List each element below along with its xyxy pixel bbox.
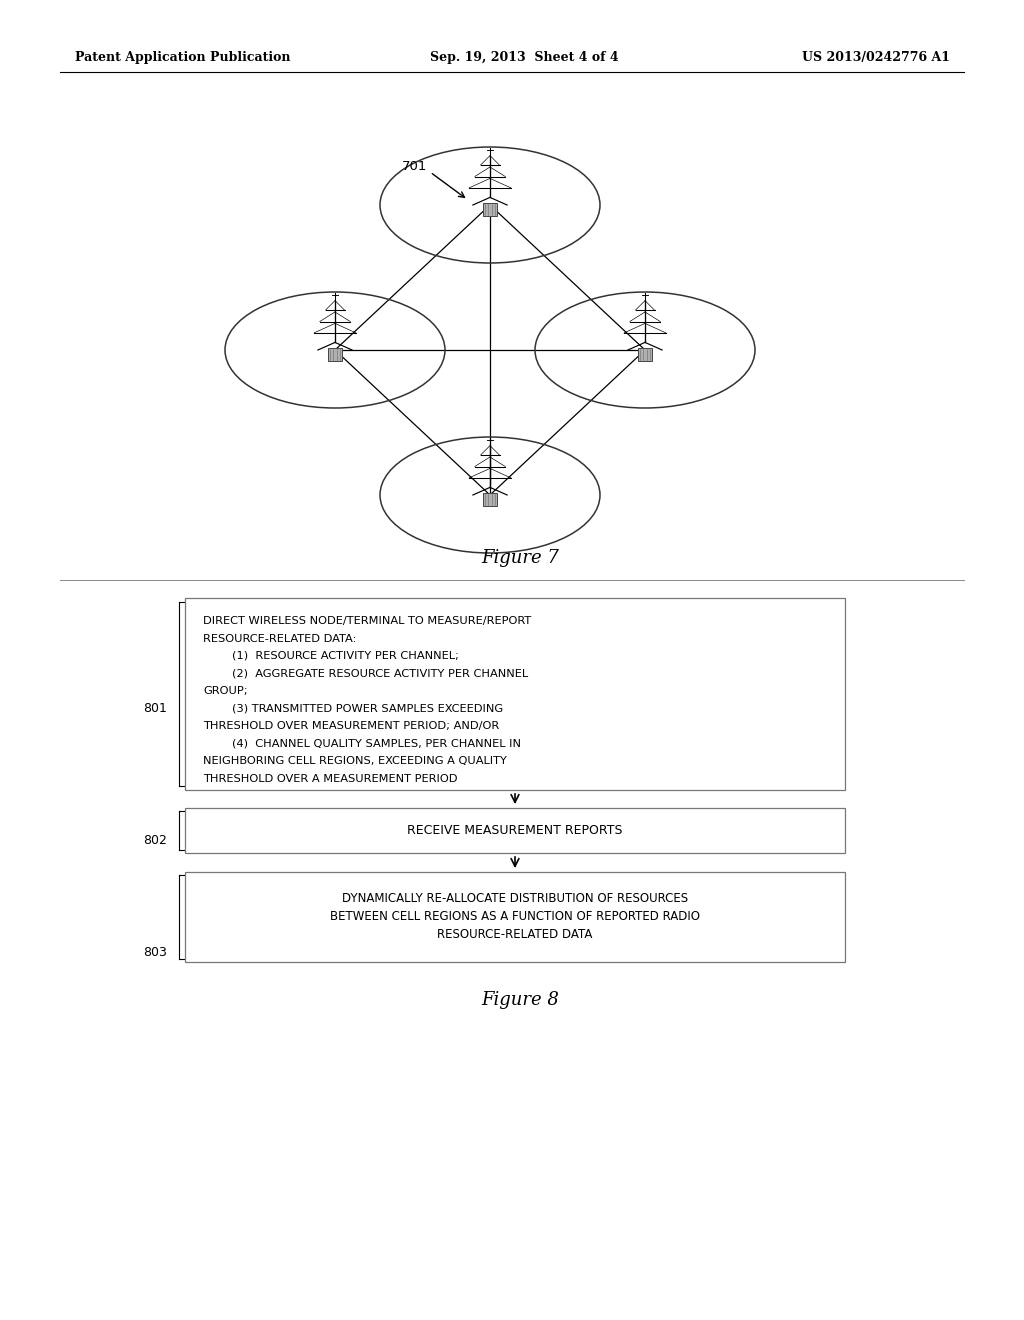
Text: (1)  RESOURCE ACTIVITY PER CHANNEL;: (1) RESOURCE ACTIVITY PER CHANNEL; — [203, 651, 459, 661]
Text: Figure 7: Figure 7 — [481, 549, 559, 568]
Text: RESOURCE-RELATED DATA:: RESOURCE-RELATED DATA: — [203, 634, 356, 644]
Text: BETWEEN CELL REGIONS AS A FUNCTION OF REPORTED RADIO: BETWEEN CELL REGIONS AS A FUNCTION OF RE… — [330, 911, 700, 924]
Text: 701: 701 — [402, 161, 427, 173]
Bar — [329, 348, 342, 362]
Text: 803: 803 — [143, 945, 167, 958]
Text: (3) TRANSMITTED POWER SAMPLES EXCEEDING: (3) TRANSMITTED POWER SAMPLES EXCEEDING — [203, 704, 503, 714]
Bar — [638, 348, 651, 362]
Text: (4)  CHANNEL QUALITY SAMPLES, PER CHANNEL IN: (4) CHANNEL QUALITY SAMPLES, PER CHANNEL… — [203, 738, 521, 748]
Text: (2)  AGGREGATE RESOURCE ACTIVITY PER CHANNEL: (2) AGGREGATE RESOURCE ACTIVITY PER CHAN… — [203, 668, 528, 678]
Bar — [483, 203, 497, 216]
Bar — [483, 494, 497, 507]
Text: GROUP;: GROUP; — [203, 686, 248, 696]
Text: Figure 8: Figure 8 — [481, 991, 559, 1008]
Text: Sep. 19, 2013  Sheet 4 of 4: Sep. 19, 2013 Sheet 4 of 4 — [430, 50, 618, 63]
Bar — [185, 873, 845, 962]
Text: Patent Application Publication: Patent Application Publication — [75, 50, 291, 63]
Text: RECEIVE MEASUREMENT REPORTS: RECEIVE MEASUREMENT REPORTS — [408, 824, 623, 837]
Text: DIRECT WIRELESS NODE/TERMINAL TO MEASURE/REPORT: DIRECT WIRELESS NODE/TERMINAL TO MEASURE… — [203, 616, 531, 626]
Text: US 2013/0242776 A1: US 2013/0242776 A1 — [802, 50, 950, 63]
Text: 801: 801 — [143, 702, 167, 715]
Bar — [185, 598, 845, 789]
Text: 802: 802 — [143, 834, 167, 847]
Text: RESOURCE-RELATED DATA: RESOURCE-RELATED DATA — [437, 928, 593, 941]
Bar — [185, 808, 845, 853]
Text: NEIGHBORING CELL REGIONS, EXCEEDING A QUALITY: NEIGHBORING CELL REGIONS, EXCEEDING A QU… — [203, 756, 507, 766]
Text: THRESHOLD OVER MEASUREMENT PERIOD; AND/OR: THRESHOLD OVER MEASUREMENT PERIOD; AND/O… — [203, 721, 500, 731]
Text: THRESHOLD OVER A MEASUREMENT PERIOD: THRESHOLD OVER A MEASUREMENT PERIOD — [203, 774, 458, 784]
Text: DYNAMICALLY RE-ALLOCATE DISTRIBUTION OF RESOURCES: DYNAMICALLY RE-ALLOCATE DISTRIBUTION OF … — [342, 892, 688, 906]
